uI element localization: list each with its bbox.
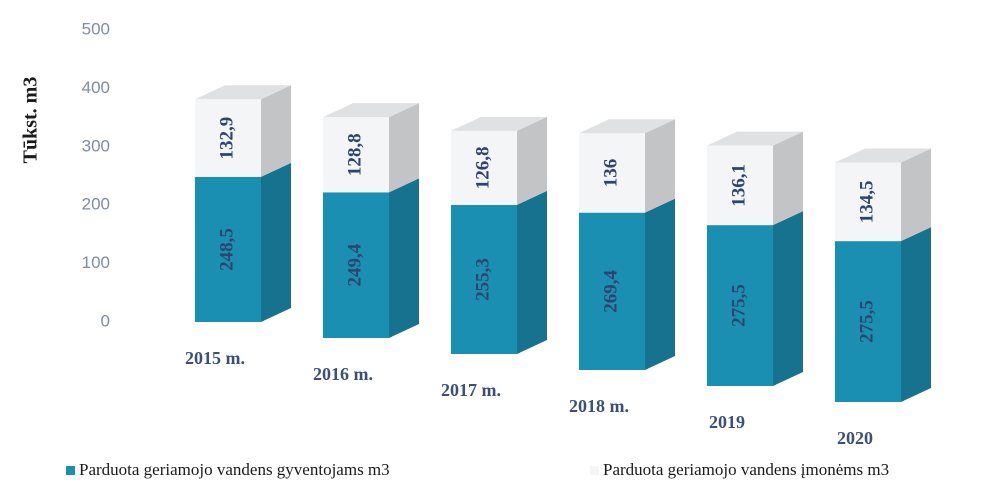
bar-side bbox=[645, 198, 675, 370]
y-tick-label: 200 bbox=[82, 195, 110, 214]
value-label: 136,1 bbox=[728, 164, 749, 207]
bar-segment bbox=[323, 117, 389, 193]
bar-side bbox=[773, 211, 803, 386]
x-tick-label: 2016 m. bbox=[313, 364, 373, 384]
value-label: 249,4 bbox=[344, 243, 365, 286]
bar-side bbox=[261, 85, 291, 177]
value-label: 136 bbox=[600, 159, 621, 188]
x-tick-label: 2017 m. bbox=[441, 380, 501, 400]
value-label: 275,5 bbox=[728, 284, 749, 327]
value-label: 126,8 bbox=[472, 147, 493, 190]
legend-label: Parduota geriamojo vandens gyventojams m… bbox=[79, 460, 390, 479]
bar-segment bbox=[579, 212, 645, 370]
legend-swatch bbox=[66, 466, 75, 475]
value-label: 248,5 bbox=[216, 228, 237, 271]
bar-top bbox=[579, 119, 675, 134]
x-tick-label: 2018 m. bbox=[569, 396, 629, 416]
bar-segment bbox=[323, 192, 389, 338]
y-tick-label: 400 bbox=[82, 78, 110, 97]
value-label: 134,5 bbox=[856, 180, 877, 223]
bar-side bbox=[901, 227, 931, 402]
bar-top bbox=[707, 131, 803, 146]
bar-side bbox=[389, 103, 419, 193]
value-label: 255,3 bbox=[472, 258, 493, 301]
y-axis-label: Tūkst. m3 bbox=[20, 77, 42, 164]
bar-top bbox=[323, 103, 419, 118]
bar-top bbox=[451, 116, 547, 131]
bar-side bbox=[261, 162, 291, 322]
bar-side bbox=[901, 148, 931, 242]
bar-segment bbox=[451, 204, 517, 354]
bar-top bbox=[835, 148, 931, 163]
bar-segment bbox=[707, 225, 773, 386]
y-tick-label: 500 bbox=[82, 19, 110, 38]
bar-segment bbox=[835, 162, 901, 242]
legend-swatch bbox=[590, 466, 599, 475]
bar-side bbox=[773, 131, 803, 226]
value-label: 275,5 bbox=[856, 300, 877, 343]
bar-segment bbox=[451, 130, 517, 205]
value-label: 128,8 bbox=[344, 133, 365, 176]
bar-side bbox=[517, 190, 547, 354]
bar-segment bbox=[579, 133, 645, 213]
x-tick-label: 2020 bbox=[837, 428, 873, 448]
y-tick-label: 300 bbox=[82, 136, 110, 155]
y-tick-label: 0 bbox=[101, 311, 110, 330]
x-tick-label: 2015 m. bbox=[185, 348, 245, 368]
legend-label: Parduota geriamojo vandens įmonėms m3 bbox=[603, 460, 889, 479]
bar-segment bbox=[195, 99, 261, 177]
bar-side bbox=[389, 178, 419, 338]
x-tick-label: 2019 bbox=[709, 412, 745, 432]
y-tick-label: 100 bbox=[82, 253, 110, 272]
value-label: 269,4 bbox=[600, 269, 621, 312]
bar-segment bbox=[835, 241, 901, 402]
bar-segment bbox=[707, 145, 773, 226]
bar-segment bbox=[195, 176, 261, 322]
value-label: 132,9 bbox=[216, 117, 237, 160]
bar-top bbox=[195, 85, 291, 100]
bar-side bbox=[517, 116, 547, 205]
bar-side bbox=[645, 119, 675, 213]
